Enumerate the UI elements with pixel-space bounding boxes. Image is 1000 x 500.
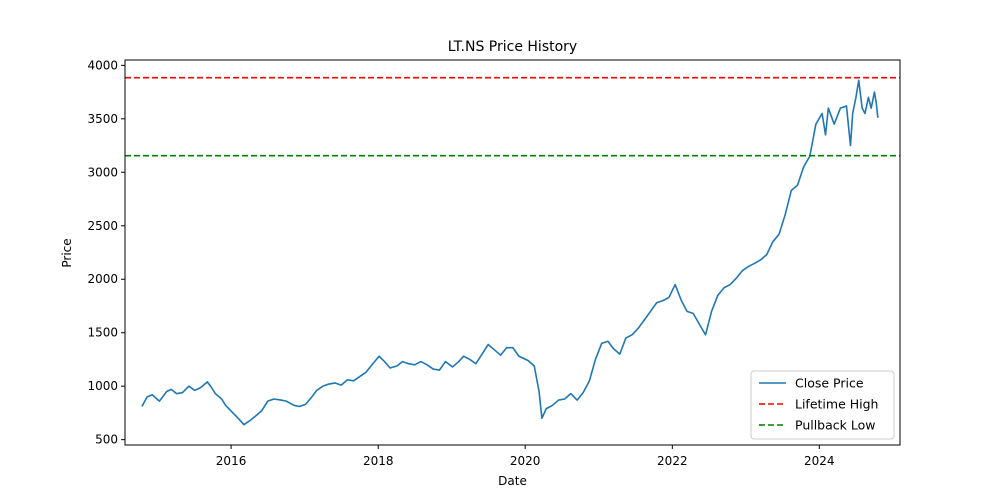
y-tick-label: 3500 — [87, 112, 118, 126]
y-tick-label: 1500 — [87, 326, 118, 340]
x-tick-label: 2022 — [657, 454, 688, 468]
plot-frame — [124, 59, 901, 446]
y-tick-label: 1000 — [87, 379, 118, 393]
x-tick-label: 2018 — [363, 454, 394, 468]
legend: Close Price Lifetime High Pullback Low — [750, 370, 895, 440]
x-tick-label: 2016 — [216, 454, 247, 468]
y-tick-label: 500 — [95, 433, 118, 447]
legend-label-lifetime-high: Lifetime High — [795, 397, 878, 412]
y-tick-label: 2500 — [87, 219, 118, 233]
y-tick-label: 4000 — [87, 58, 118, 72]
x-axis-title: Date — [498, 474, 527, 488]
y-tick-label: 2000 — [87, 272, 118, 286]
series-close-price-line — [141, 79, 879, 426]
chart-title: LT.NS Price History — [448, 39, 577, 55]
y-tick-label: 3000 — [87, 165, 118, 179]
legend-label-pullback-low: Pullback Low — [795, 418, 875, 433]
x-tick-label: 2024 — [804, 454, 835, 468]
legend-label-close-price: Close Price — [795, 376, 864, 391]
x-tick-label: 2020 — [510, 454, 541, 468]
y-axis-title: Price — [60, 238, 74, 267]
legend-box — [750, 370, 895, 440]
